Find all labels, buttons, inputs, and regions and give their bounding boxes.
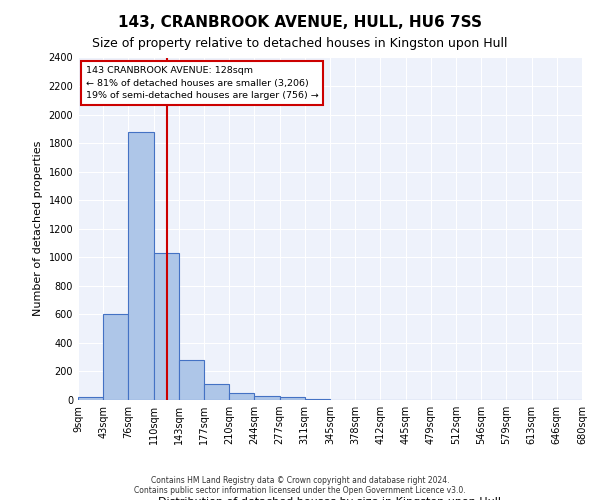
Bar <box>229 393 254 400</box>
Bar <box>154 253 179 400</box>
Bar <box>103 314 128 400</box>
Text: 143, CRANBROOK AVENUE, HULL, HU6 7SS: 143, CRANBROOK AVENUE, HULL, HU6 7SS <box>118 15 482 30</box>
Text: Size of property relative to detached houses in Kingston upon Hull: Size of property relative to detached ho… <box>92 38 508 51</box>
Bar <box>179 360 204 400</box>
Bar <box>254 396 280 400</box>
Text: 143 CRANBROOK AVENUE: 128sqm
← 81% of detached houses are smaller (3,206)
19% of: 143 CRANBROOK AVENUE: 128sqm ← 81% of de… <box>86 66 319 100</box>
Bar <box>128 132 154 400</box>
Bar <box>78 397 103 400</box>
Bar <box>280 398 305 400</box>
Bar <box>204 384 229 400</box>
Y-axis label: Number of detached properties: Number of detached properties <box>33 141 43 316</box>
X-axis label: Distribution of detached houses by size in Kingston upon Hull: Distribution of detached houses by size … <box>158 497 502 500</box>
Text: Contains HM Land Registry data © Crown copyright and database right 2024.
Contai: Contains HM Land Registry data © Crown c… <box>134 476 466 495</box>
